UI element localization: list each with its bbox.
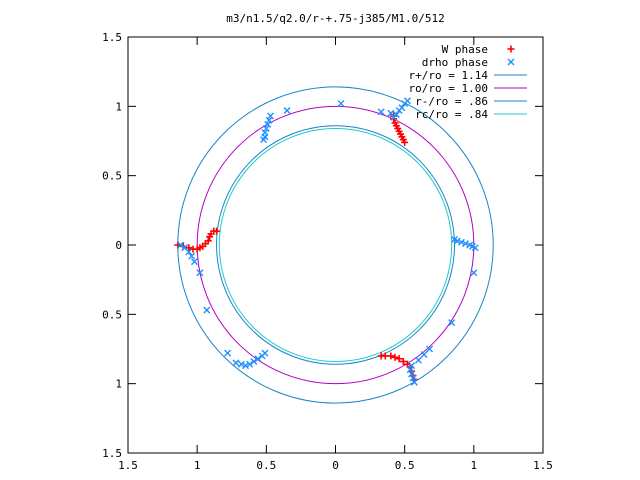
drho-phase-point [232, 359, 240, 367]
drho-phase-point [420, 351, 428, 359]
w-phase-point [387, 352, 395, 360]
drho-phase-point [403, 97, 411, 105]
x-tick-label: 1 [471, 459, 478, 472]
y-tick-label: 1 [115, 100, 122, 113]
drho-phase-point [177, 241, 185, 249]
w-phase-point [399, 357, 407, 365]
drho-phase-point [337, 100, 345, 108]
drho-phase-point [408, 370, 416, 378]
phase-points [174, 97, 479, 386]
w-phase-point [401, 138, 409, 146]
chart-title: m3/n1.5/q2.0/r-+.75-j385/M1.0/512 [226, 12, 445, 25]
drho-phase-point [196, 269, 204, 277]
legend-label: r-/ro = .86 [415, 95, 488, 108]
drho-phase-point [283, 106, 291, 114]
w-phase-point [185, 244, 193, 252]
drho-phase-point [453, 237, 461, 245]
circle-rc-ro [218, 128, 453, 362]
y-tick-label: 0.5 [102, 170, 122, 183]
drho-phase-point [262, 125, 270, 133]
legend-label: drho phase [422, 56, 488, 69]
drho-phase-point [415, 356, 422, 364]
drho-phase-point [224, 349, 232, 357]
legend-label: W phase [442, 43, 488, 56]
legend-x-marker [507, 58, 515, 66]
w-phase-point [395, 355, 403, 363]
y-tick-label: 1.5 [102, 31, 122, 44]
drho-phase-point [261, 129, 269, 137]
drho-phase-point [250, 357, 258, 365]
x-tick-label: 1.5 [533, 459, 553, 472]
drho-phase-point [457, 238, 465, 246]
drho-phase-point [185, 248, 193, 256]
w-phase-point [204, 237, 212, 245]
drho-phase-point [377, 108, 385, 116]
legend-label: r+/ro = 1.14 [409, 69, 489, 82]
drho-phase-point [470, 269, 478, 277]
drho-phase-point [409, 374, 417, 382]
drho-phase-point [190, 258, 198, 266]
x-tick-label: 1.5 [118, 459, 138, 472]
drho-phase-point [398, 104, 406, 112]
drho-phase-point [188, 252, 196, 260]
circle-ro-ro [196, 105, 475, 385]
x-tick-label: 1 [194, 459, 201, 472]
drho-phase-point [471, 244, 479, 252]
legend-label: rc/ro = .84 [415, 108, 488, 121]
drho-phase-point [462, 240, 470, 248]
circle-r-ro [216, 125, 455, 365]
drho-phase-point [392, 111, 400, 119]
drho-phase-point [254, 355, 262, 363]
drho-phase-point [410, 378, 418, 386]
drho-phase-point [265, 116, 273, 124]
drho-phase-point [242, 362, 250, 370]
y-tick-label: 0.5 [102, 308, 122, 321]
drho-phase-point [387, 109, 395, 117]
w-phase-point [391, 353, 399, 361]
plot-axes: 1.5 1 0.5 0 0.5 1 1.51.510.500.511.5 [102, 31, 553, 472]
y-tick-label: 1.5 [102, 447, 122, 460]
drho-phase-point [408, 362, 416, 370]
drho-phase-point [237, 360, 245, 368]
legend-label: ro/ro = 1.00 [409, 82, 488, 95]
y-tick-label: 0 [115, 239, 122, 252]
drho-phase-point [203, 306, 211, 314]
w-phase-point [213, 227, 221, 235]
drho-phase-point [448, 319, 456, 327]
drho-phase-point [261, 349, 269, 357]
legend-plus-marker [507, 45, 515, 53]
drho-phase-point [406, 366, 414, 374]
x-tick-label: 0.5 [395, 459, 415, 472]
x-tick-label: 0.5 [256, 459, 276, 472]
drho-phase-point [266, 112, 274, 120]
drho-phase-point [264, 120, 272, 128]
x-tick-label: 0 [332, 459, 339, 472]
drho-phase-point [426, 345, 434, 353]
y-tick-label: 1 [115, 378, 122, 391]
drho-phase-point [246, 360, 254, 368]
